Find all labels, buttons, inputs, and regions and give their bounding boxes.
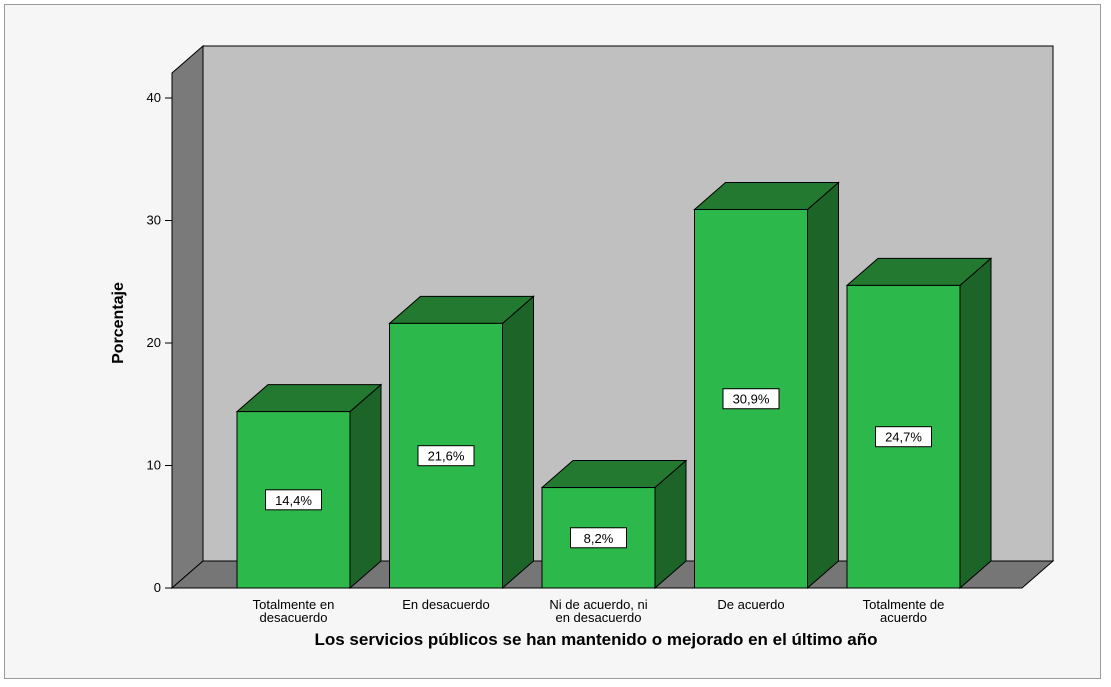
x-axis-title: Los servicios públicos se han mantenido … — [314, 630, 877, 649]
x-axis: Totalmente en desacuerdo En desacuerdo Ni d… — [172, 587, 1022, 625]
bar-2: 21,6% — [388, 295, 535, 590]
bar-side — [349, 383, 382, 590]
y-axis: 0 10 20 30 40 — [147, 90, 173, 595]
y-tick-label-40: 40 — [147, 90, 161, 105]
data-label-box — [875, 426, 932, 448]
category-label-line: Totalmente en — [253, 597, 335, 612]
category-label-2: En desacuerdo — [402, 597, 489, 612]
bar-side — [502, 295, 534, 590]
y-tick-label-30: 30 — [147, 213, 161, 228]
data-label: 14,4% — [265, 489, 322, 511]
category-label-1: Totalmente en desacuerdo — [253, 597, 335, 625]
category-label-3: Ni de acuerdo, ni en desacuerdo — [549, 597, 647, 625]
category-label-4: De acuerdo — [717, 597, 784, 612]
bar-4: 30,9% — [693, 181, 840, 590]
category-label-5: Totalmente de acuerdo — [863, 597, 945, 625]
category-label-line: acuerdo — [880, 610, 927, 625]
category-label-line: desacuerdo — [260, 610, 328, 625]
category-label-line: En desacuerdo — [402, 597, 489, 612]
bar-1: 14,4% — [235, 383, 383, 590]
y-tick-label-10: 10 — [147, 458, 161, 473]
bar-side — [807, 181, 839, 590]
data-label-box — [722, 388, 780, 410]
data-label: 24,7% — [875, 426, 932, 448]
bar-side — [959, 257, 992, 590]
category-label-line: De acuerdo — [717, 597, 784, 612]
data-label-text: 30,9% — [733, 392, 770, 407]
data-label-box — [570, 527, 627, 549]
category-label-line: en desacuerdo — [555, 610, 641, 625]
chart-frame: 0 10 20 30 40 14,4% 21,6% 8,2% 30,9% 24,7% Total… — [4, 4, 1101, 679]
category-label-line: Ni de acuerdo, ni — [549, 597, 647, 612]
data-label: 21,6% — [417, 445, 475, 467]
bar-5: 24,7% — [845, 257, 993, 590]
left-wall — [171, 44, 204, 590]
bar-chart: 0 10 20 30 40 14,4% 21,6% 8,2% 30,9% 24,7% Total… — [110, 44, 1055, 649]
y-axis-title: Porcentaje — [110, 282, 127, 364]
data-label: 8,2% — [570, 527, 627, 549]
bars: 14,4% 21,6% 8,2% 30,9% 24,7% — [235, 181, 993, 590]
category-label-line: Totalmente de — [863, 597, 945, 612]
data-label-text: 24,7% — [885, 430, 922, 445]
data-label-text: 14,4% — [275, 493, 312, 508]
data-label: 30,9% — [722, 388, 780, 410]
data-label-text: 8,2% — [584, 531, 614, 546]
bar-3: 8,2% — [540, 459, 688, 590]
y-tick-label-0: 0 — [154, 580, 161, 595]
data-label-box — [417, 445, 475, 467]
y-tick-label-20: 20 — [147, 335, 161, 350]
data-label-box — [265, 489, 322, 511]
data-label-text: 21,6% — [428, 449, 465, 464]
